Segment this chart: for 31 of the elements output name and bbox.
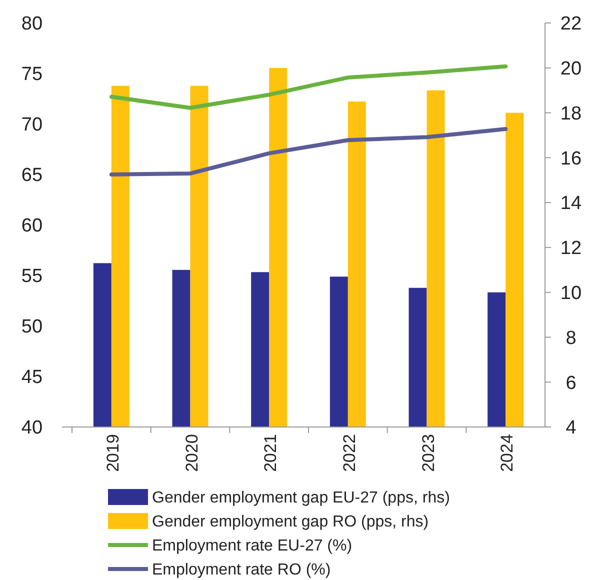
y-tick-label: 80: [21, 14, 43, 35]
y2-tick-label: 6: [566, 372, 576, 394]
legend-label: Employment rate EU-27 (%): [152, 538, 352, 555]
y2-tick-label: 20: [560, 58, 582, 80]
x-tick-label: 2024: [498, 434, 517, 472]
x-tick-label: 2022: [340, 434, 359, 472]
y-tick-label: 40: [21, 418, 43, 439]
y2-tick-label: 8: [566, 328, 576, 349]
y-tick-label: 55: [21, 266, 43, 288]
y-tick-label: 70: [21, 114, 43, 136]
y2-tick-label: 18: [560, 103, 582, 124]
legend-label: Gender employment gap RO (pps, rhs): [152, 514, 429, 531]
y-tick-label: 50: [21, 316, 43, 338]
legend-label: Employment rate RO (%): [152, 562, 331, 579]
y-tick-label: 45: [21, 367, 43, 388]
legend-label: Gender employment gap EU-27 (pps, rhs): [152, 490, 450, 507]
y2-tick-label: 10: [560, 282, 582, 304]
y2-tick-label: 22: [560, 14, 582, 35]
x-tick-label: 2020: [182, 434, 202, 472]
line-series: [109, 127, 508, 176]
x-tick-label: 2023: [418, 434, 438, 472]
y-tick-label: 75: [21, 64, 43, 86]
y-tick-label: 60: [21, 216, 43, 237]
y-tick-label: 65: [21, 165, 43, 186]
x-tick-label: 2021: [261, 434, 280, 472]
x-tick-label: 2019: [103, 434, 122, 472]
y2-tick-label: 16: [560, 148, 582, 170]
y2-tick-label: 4: [566, 418, 577, 439]
y2-tick-label: 14: [560, 193, 582, 214]
y2-tick-label: 12: [560, 238, 582, 260]
line-series: [109, 64, 508, 110]
